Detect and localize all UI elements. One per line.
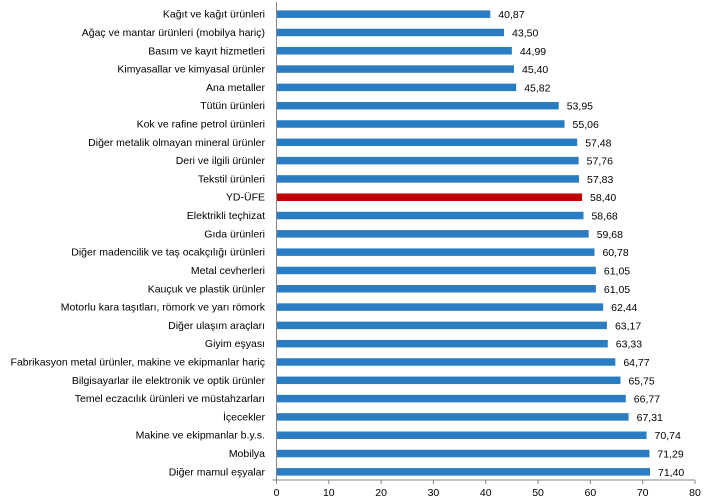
data-label: 63,17 [615, 320, 641, 332]
data-label: 61,05 [604, 284, 630, 296]
data-label: 53,95 [567, 101, 593, 113]
category-label: Metal cevherleri [191, 265, 265, 277]
data-label: 55,06 [573, 119, 599, 131]
category-label: Kimyasallar ve kimyasal ürünler [117, 64, 265, 76]
bar [276, 376, 621, 385]
bar [276, 65, 514, 73]
category-label: Motorlu kara taşıtları, römork ve yarı r… [61, 302, 266, 314]
bar [276, 193, 583, 201]
bar [276, 321, 607, 330]
bar [276, 413, 629, 421]
data-label: 57,76 [587, 156, 613, 168]
x-tick-label: 30 [428, 487, 440, 499]
category-label: Diğer mamul eşyalar [169, 466, 266, 478]
bar [276, 358, 616, 366]
x-tick-label: 70 [637, 487, 649, 499]
data-label: 60,78 [602, 247, 628, 259]
bar [276, 303, 604, 311]
bar [276, 83, 517, 92]
data-label: 40,87 [498, 9, 524, 21]
category-label: Kauçuk ve plastik ürünler [148, 283, 266, 295]
data-label: 71,29 [657, 449, 683, 461]
bar [276, 120, 565, 128]
category-label: Tekstil ürünleri [198, 173, 265, 185]
x-tick-label: 50 [532, 487, 544, 499]
x-tick-label: 10 [323, 487, 335, 499]
bar [276, 28, 505, 37]
bar [276, 339, 608, 348]
data-label: 57,48 [585, 137, 611, 149]
bar [276, 394, 626, 403]
bar [276, 47, 512, 55]
x-tick-label: 0 [274, 487, 280, 499]
category-label: Temel eczacılık ürünleri ve müstahzarlar… [75, 393, 265, 405]
category-label: YD-ÜFE [226, 192, 265, 204]
bar [276, 175, 580, 183]
data-label: 44,99 [520, 46, 546, 58]
data-label: 66,77 [634, 394, 660, 406]
x-tick-label: 60 [585, 487, 597, 499]
category-label: Makine ve ekipmanlar b.y.s. [136, 430, 265, 442]
bar [276, 266, 596, 275]
category-label: Ana metaller [206, 82, 265, 94]
bar [276, 285, 596, 293]
data-label: 61,05 [604, 265, 630, 277]
category-label: Bilgisayarlar ile elektronik ve optik ür… [72, 375, 266, 387]
category-label: Mobilya [229, 448, 265, 460]
bar [276, 10, 491, 18]
data-label: 45,40 [522, 64, 548, 76]
bar [276, 101, 559, 110]
data-label: 63,33 [616, 339, 642, 351]
data-label: 58,68 [591, 211, 617, 223]
data-label: 67,31 [637, 412, 663, 424]
category-label: Kok ve rafine petrol ürünleri [137, 119, 265, 131]
category-label: İçecekler [223, 410, 266, 423]
category-label: Giyim eşyası [205, 338, 265, 350]
bar [276, 431, 647, 439]
data-label: 64,77 [623, 357, 649, 369]
category-label: Diğer ulaşım araçları [168, 320, 265, 332]
bar [276, 211, 584, 220]
category-label: Diğer madencilik ve taş ocakçılığı ürünl… [71, 247, 265, 259]
data-label: 45,82 [524, 82, 550, 94]
category-label: Basım ve kayıt hizmetleri [148, 45, 265, 57]
bar [276, 138, 578, 147]
data-label: 62,44 [611, 302, 637, 314]
data-label: 71,40 [658, 467, 684, 479]
x-tick-label: 40 [480, 487, 492, 499]
bar [276, 156, 579, 165]
category-label: Tütün ürünleri [200, 100, 265, 112]
category-label: Fabrikasyon metal ürünler, makine ve eki… [11, 357, 265, 369]
category-label: Diğer metalik olmayan mineral ürünler [88, 137, 265, 149]
bar [276, 248, 595, 256]
bar [276, 468, 651, 476]
category-label: Elektrikli teçhizat [187, 210, 265, 222]
x-tick-label: 20 [375, 487, 387, 499]
data-label: 70,74 [655, 430, 681, 442]
data-label: 65,75 [628, 375, 654, 387]
data-label: 58,40 [590, 192, 616, 204]
x-tick-label: 80 [689, 487, 701, 499]
data-label: 43,50 [512, 27, 538, 39]
category-label: Kağıt ve kağıt ürünleri [163, 9, 265, 21]
category-label: Ağaç ve mantar ürünleri (mobilya hariç) [82, 27, 265, 39]
data-label: 57,83 [587, 174, 613, 186]
data-label: 59,68 [597, 229, 623, 241]
category-label: Gıda ürünleri [204, 228, 265, 240]
bar [276, 230, 589, 238]
category-label: Deri ve ilgili ürünler [176, 155, 266, 167]
bar [276, 449, 650, 458]
